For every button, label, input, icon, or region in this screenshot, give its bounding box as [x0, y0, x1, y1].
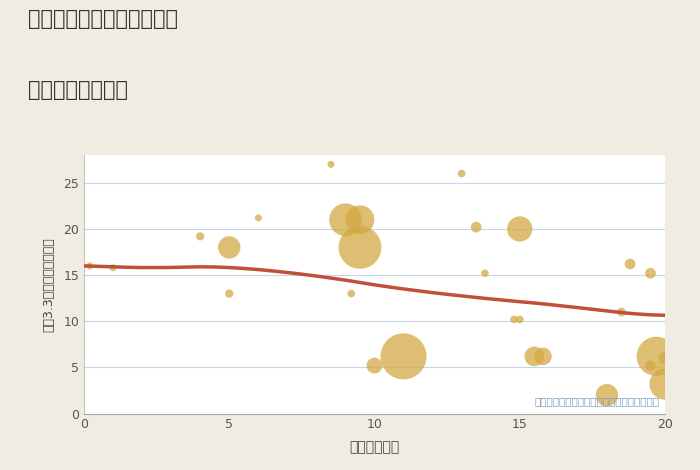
- X-axis label: 駅距離（分）: 駅距離（分）: [349, 440, 400, 454]
- Point: [624, 260, 636, 268]
- Point: [659, 354, 671, 362]
- Point: [253, 214, 264, 222]
- Point: [470, 223, 482, 231]
- Point: [645, 269, 656, 277]
- Point: [340, 216, 351, 223]
- Point: [195, 233, 206, 240]
- Point: [108, 264, 119, 272]
- Point: [346, 290, 357, 298]
- Point: [480, 269, 491, 277]
- Point: [659, 380, 671, 388]
- Point: [84, 262, 95, 270]
- Point: [224, 243, 235, 251]
- Point: [369, 362, 380, 369]
- Point: [354, 216, 365, 223]
- Point: [514, 316, 525, 323]
- Point: [651, 352, 662, 360]
- Point: [354, 243, 365, 251]
- Y-axis label: 坪（3.3㎡）単価（万円）: 坪（3.3㎡）単価（万円）: [42, 237, 55, 332]
- Point: [456, 170, 468, 177]
- Point: [398, 352, 409, 360]
- Text: 円の大きさは、取引のあった物件面積を示す: 円の大きさは、取引のあった物件面積を示す: [534, 396, 659, 406]
- Point: [514, 225, 525, 233]
- Point: [538, 352, 549, 360]
- Point: [326, 161, 337, 168]
- Point: [528, 352, 540, 360]
- Point: [601, 392, 612, 399]
- Point: [508, 316, 519, 323]
- Point: [616, 308, 627, 316]
- Text: 駅距離別土地価格: 駅距離別土地価格: [28, 80, 128, 100]
- Point: [224, 290, 235, 298]
- Point: [645, 362, 656, 369]
- Text: 三重県四日市市桜台本町の: 三重県四日市市桜台本町の: [28, 9, 178, 30]
